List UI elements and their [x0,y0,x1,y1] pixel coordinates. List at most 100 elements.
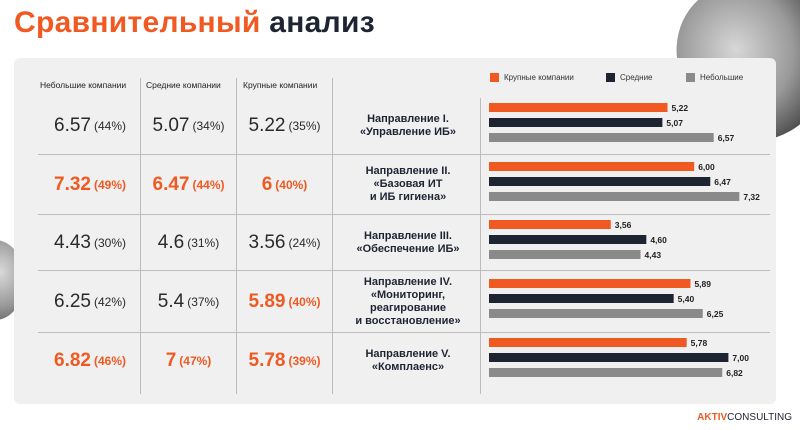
bar-value-label: 4,60 [650,235,667,245]
page-title: Сравнительный анализ [14,6,375,40]
direction-label: Направление IV. «Мониторинг, реагировани… [338,271,478,332]
grid-divider [236,78,237,394]
value: 6.47 [152,173,190,195]
row-divider [38,214,770,215]
cell-medium: 4.6 (31%) [141,215,236,270]
bar-large [489,103,668,112]
value: 5.07 [152,115,190,136]
cell-large: 5.89 (40%) [237,271,332,332]
bar-large [489,220,611,229]
percent: (37%) [187,294,220,309]
bar-value-label: 4,43 [645,250,662,260]
cell-medium: 6.47 (44%) [141,155,236,214]
cell-medium: 5.4 (37%) [141,271,236,332]
brand-part1: AKTIV [697,412,728,423]
legend-large: Крупные компании [490,73,574,82]
bar-large [489,279,691,288]
bar-value-label: 6,47 [714,177,731,187]
bar-small [489,133,714,142]
direction-label: Направление III. «Обеспечение ИБ» [338,215,478,270]
cell-small: 6.57 (44%) [40,98,140,154]
bar-value-label: 7,00 [732,353,749,363]
bar-large [489,338,687,347]
direction-line: Направление II. [365,165,451,177]
percent: (35%) [288,119,321,133]
direction-label: Направление I. «Управление ИБ» [338,98,478,154]
direction-line: «Мониторинг, [370,288,446,301]
legend-small: Небольшие [686,73,743,82]
bar-small [489,250,641,259]
cell-large: 6 (40%) [237,155,332,214]
value: 7.32 [54,173,91,195]
percent: (31%) [187,235,220,250]
legend-label: Небольшие [700,73,744,82]
direction-line: и ИБ гигиена» [369,191,447,203]
percent: (46%) [93,354,126,368]
percent: (49%) [93,177,126,192]
bar-value-label: 3,56 [615,220,632,230]
bar-small [489,192,740,201]
value: 5.78 [248,350,286,371]
percent: (47%) [179,354,212,368]
bar-value-label: 7,32 [743,192,760,202]
cell-large: 3.56 (24%) [237,215,332,270]
direction-line: «Обеспечение ИБ» [356,242,460,255]
legend-medium: Средние [606,73,653,82]
grid-divider [480,98,481,394]
cell-small: 7.32 (49%) [40,155,140,214]
bar-small [489,368,723,377]
direction-line: Направление III. [364,229,452,242]
percent: (39%) [288,354,321,368]
bar-medium [489,235,647,244]
direction-label: Направление II. «Базовая ИТ и ИБ гигиена… [338,155,478,214]
value: 4.6 [157,231,185,253]
percent: (34%) [192,119,225,133]
value: 5.22 [248,115,286,136]
value: 6.82 [54,350,91,371]
legend-swatch [606,73,615,82]
grid-divider [332,78,333,394]
cell-medium: 5.07 (34%) [141,98,236,154]
percent: (44%) [93,119,126,133]
bar-value-label: 5,89 [694,279,711,289]
percent: (40%) [288,294,321,309]
value: 3.56 [248,231,286,253]
value: 4.43 [54,231,91,253]
title-accent: Сравнительный [14,6,261,39]
direction-line: Направление V. [365,348,451,360]
brand-logo: AKTIVCONSULTING [697,412,792,423]
percent: (30%) [93,235,126,250]
percent: (42%) [93,294,126,309]
percent: (24%) [288,235,321,250]
cell-small: 6.25 (42%) [40,271,140,332]
bar-value-label: 6,00 [698,162,715,172]
header-large: Крупные компании [243,80,318,90]
direction-line: и восстановление» [355,314,461,327]
value: 5.4 [157,290,185,312]
bar-large [489,162,695,171]
title-main: анализ [269,6,375,39]
bar-medium [489,177,711,186]
legend-label: Средние [620,73,653,82]
value: 6.25 [54,290,91,312]
bar-value-label: 6,25 [707,309,724,319]
direction-line: реагирование [370,301,446,314]
bar-value-label: 5,07 [666,118,683,128]
percent: (40%) [275,177,308,192]
brand-part2: CONSULTING [727,412,792,423]
legend-swatch [490,73,499,82]
row-divider [38,154,770,155]
grid-divider [140,78,141,394]
bar-value-label: 6,57 [718,133,735,143]
bar-medium [489,353,729,362]
value: 7 [165,350,177,371]
bar-medium [489,118,663,127]
bar-value-label: 6,82 [726,368,743,378]
cell-small: 4.43 (30%) [40,215,140,270]
row-divider [38,270,770,271]
cell-large: 5.22 (35%) [237,98,332,154]
direction-line: Направление I. [367,113,449,125]
direction-line: «Базовая ИТ [373,178,443,190]
header-medium: Средние компании [146,80,221,90]
